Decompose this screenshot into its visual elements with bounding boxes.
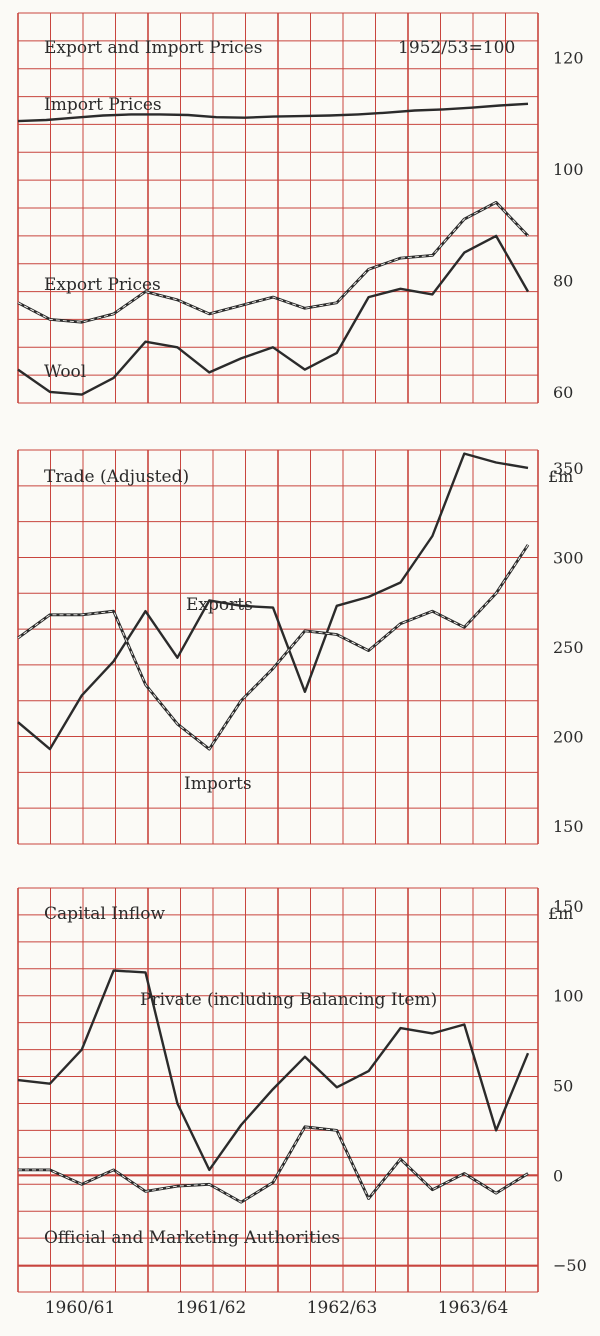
series-line (18, 1125, 529, 1204)
y-tick-label: 150 (553, 897, 584, 916)
series-line-dash (17, 544, 529, 750)
export-prices-label: Export Prices (44, 275, 161, 295)
y-tick-label: 60 (553, 383, 573, 402)
capital-panel: −50 0 50 100 150 (17, 887, 587, 1293)
capital-unit-label: £m (548, 904, 573, 923)
capital-panel-title: Capital Inflow (44, 904, 166, 924)
y-tick-label: 0 (553, 1166, 563, 1185)
year-label: 1962/63 (307, 1298, 378, 1318)
prices-base-note: 1952/53=100 (398, 38, 515, 58)
wool-label: Wool (44, 362, 86, 382)
series-line (17, 452, 529, 751)
year-label: 1961/62 (176, 1298, 247, 1318)
year-label: 1960/61 (45, 1298, 116, 1318)
y-tick-label: 80 (553, 271, 573, 290)
series-line (17, 201, 530, 324)
trade-unit-label: £m (548, 467, 573, 486)
y-tick-label: 100 (553, 987, 584, 1006)
y-tick-label: 120 (553, 49, 584, 68)
private-label: Private (including Balancing Item) (140, 990, 437, 1010)
prices-panel-title: Export and Import Prices (44, 38, 262, 58)
import-prices-label: Import Prices (44, 95, 162, 115)
y-tick-label: 50 (553, 1077, 573, 1096)
prices-panel: 60 80 100 120 (17, 12, 584, 404)
trade-panel: 150 200 250 300 350 (17, 449, 584, 845)
series-line-dash (17, 201, 529, 323)
y-tick-label: 250 (553, 638, 584, 657)
y-tick-label: 300 (553, 548, 584, 567)
series-line (17, 234, 530, 396)
trade-panel-title: Trade (Adjusted) (44, 467, 189, 487)
series-line (17, 544, 530, 751)
y-tick-label: −50 (553, 1256, 587, 1275)
y-tick-label: 200 (553, 728, 584, 747)
y-tick-label: 150 (553, 817, 584, 836)
y-tick-label: 350 (553, 459, 584, 478)
imports-label: Imports (184, 774, 252, 794)
year-label: 1963/64 (438, 1298, 509, 1318)
y-tick-label: 100 (553, 160, 584, 179)
official-label: Official and Marketing Authorities (44, 1228, 340, 1248)
exports-label: Exports (186, 595, 253, 615)
series-line-dash (18, 1126, 529, 1203)
